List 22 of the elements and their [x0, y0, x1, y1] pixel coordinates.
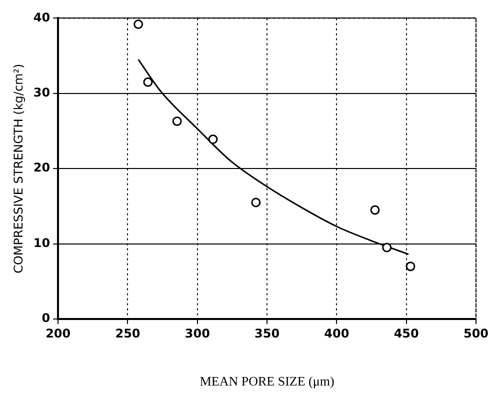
point — [251, 198, 261, 208]
y-axis-title: COMPRESSIVE STRENGTH (kg/cm²) — [11, 64, 26, 274]
y-tick-label: 10 — [33, 236, 50, 250]
x-tick-label: 400 — [324, 326, 350, 340]
x-axis-title: MEAN PORE SIZE (μm) — [200, 374, 334, 389]
point — [172, 116, 182, 126]
point — [143, 77, 153, 87]
y-tick-label: 30 — [33, 86, 50, 100]
y-tick-label: 0 — [42, 311, 50, 326]
x-tick-label: 500 — [463, 326, 489, 340]
y-tick-label: 20 — [33, 160, 50, 175]
point — [134, 19, 144, 29]
point — [406, 262, 416, 272]
point — [208, 134, 218, 144]
x-tick-label: 250 — [115, 326, 140, 340]
x-tick-label: 200 — [46, 326, 71, 340]
point — [370, 205, 380, 215]
x-tick-label: 350 — [254, 326, 280, 340]
x-tick-label: 450 — [394, 326, 419, 340]
y-tick-label: 40 — [33, 10, 50, 24]
x-tick-label: 300 — [184, 326, 210, 340]
point — [382, 242, 392, 252]
